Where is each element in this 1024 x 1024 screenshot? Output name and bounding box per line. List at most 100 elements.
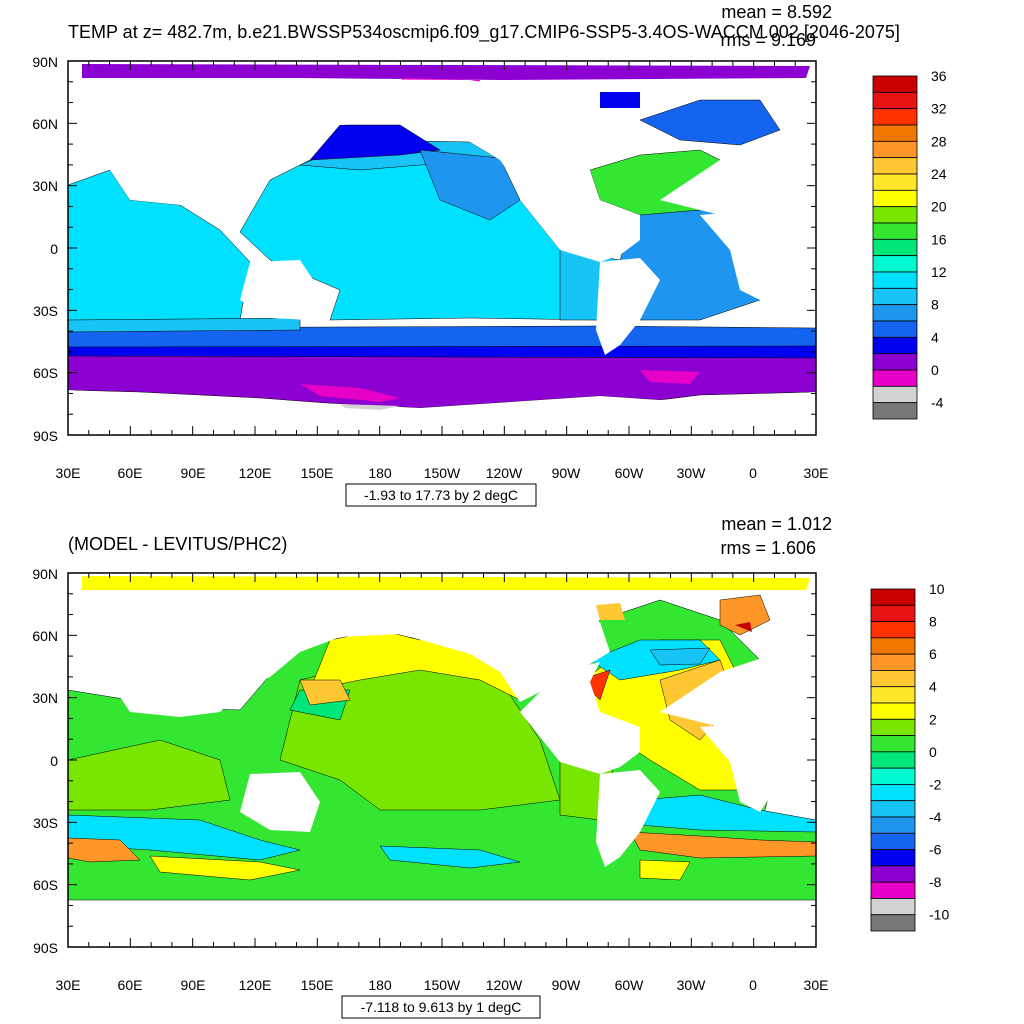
colorbar-swatch (870, 784, 916, 802)
colorbar-swatch (872, 369, 918, 387)
lon-label: 90W (552, 465, 582, 481)
colorbar-label: 4 (931, 329, 939, 345)
colorbar-label: 2 (929, 711, 937, 727)
lon-label: 30W (677, 977, 707, 993)
colorbar-label: 20 (931, 199, 947, 215)
colorbar-swatch (870, 702, 916, 720)
lon-label: 60W (615, 977, 645, 993)
colorbar-swatch (870, 832, 916, 850)
colorbar-swatch (870, 735, 916, 753)
lat-label: 0 (50, 241, 58, 257)
lat-label: 60N (32, 116, 58, 132)
lat-label: 30S (33, 303, 58, 319)
lat-label: 90N (32, 566, 58, 582)
panel-title: (MODEL - LEVITUS/PHC2) (68, 534, 287, 554)
rms-label: rms = 9.169 (720, 30, 816, 50)
colorbar-swatch (870, 881, 916, 899)
axis-ticks (67, 572, 817, 948)
mean-label: mean = 1.012 (721, 514, 832, 534)
colorbar-swatch (870, 914, 916, 932)
lon-label: 30W (677, 465, 707, 481)
lat-label: 30N (32, 690, 58, 706)
lon-label: 90E (181, 977, 206, 993)
colorbar-swatch (872, 271, 918, 289)
colorbar-swatch (872, 75, 918, 93)
lon-label: 30E (804, 465, 829, 481)
lon-label: 150W (424, 977, 461, 993)
longitude-labels: 30E 60E 90E 120E 150E 180 150W 120W 90W … (56, 465, 829, 481)
lon-label: 120E (239, 977, 272, 993)
lon-label: 120W (486, 977, 523, 993)
lon-label: 0 (749, 977, 757, 993)
colorbar-swatch (870, 816, 916, 834)
colorbar-swatch (872, 173, 918, 191)
colorbar-swatch (872, 336, 918, 355)
lat-label: 0 (50, 753, 58, 769)
colorbar-label: 10 (929, 581, 945, 597)
colorbar-label: -6 (929, 842, 942, 858)
colorbar-swatch (870, 767, 916, 785)
colorbar-label: -10 (929, 907, 949, 923)
colorbar-swatch (870, 865, 916, 883)
lon-label: 90E (181, 465, 206, 481)
temperature-map (68, 61, 816, 435)
latitude-labels: 90N 60N 30N 0 30S 60S 90S (32, 54, 58, 444)
colorbar-swatch (872, 189, 918, 208)
range-label: -7.118 to 9.613 by 1 degC (361, 999, 522, 1015)
panel-title: TEMP at z= 482.7m, b.e21.BWSSP534oscmip6… (68, 22, 900, 43)
colorbar-label: 32 (931, 101, 947, 117)
lon-label: 150E (301, 465, 334, 481)
range-box (341, 995, 541, 1019)
lon-label: 120E (239, 465, 272, 481)
colorbar-swatch (870, 849, 916, 867)
colorbar-label: 12 (931, 264, 947, 280)
colorbar-swatch (870, 637, 916, 655)
colorbar-swatch (872, 238, 918, 257)
colorbar-swatch (872, 206, 918, 224)
colorbar-swatch (870, 653, 916, 671)
colorbar-swatch (870, 621, 916, 639)
lon-label: 30E (56, 977, 81, 993)
lon-label: 90W (552, 977, 582, 993)
latitude-labels: 90N 60N 30N 0 30S 60S 90S (32, 566, 58, 956)
lon-label: 30E (804, 977, 829, 993)
colorbar-swatch (870, 588, 916, 606)
colorbar-swatch (872, 353, 918, 371)
colorbar-swatch (872, 140, 918, 159)
colorbar-swatch (872, 385, 918, 404)
lon-label: 60E (118, 977, 143, 993)
colorbar-swatch (872, 287, 918, 306)
lat-label: 30N (32, 178, 58, 194)
colorbar-label: -4 (931, 395, 944, 411)
colorbar-label: 36 (931, 68, 947, 84)
colorbar-label: -4 (929, 809, 942, 825)
lon-label: 60E (118, 465, 143, 481)
rms-label: rms = 1.606 (720, 538, 816, 558)
colorbar-label: 8 (929, 614, 937, 630)
lon-label: 150E (301, 977, 334, 993)
lon-label: 60W (615, 465, 645, 481)
lon-label: 180 (368, 977, 392, 993)
colorbar-swatch (870, 604, 916, 622)
colorbar-label: 4 (929, 679, 937, 695)
colorbar-swatch (872, 222, 918, 240)
colorbar-swatch (870, 718, 916, 736)
colorbar-swatch (872, 255, 918, 273)
colorbar: 36 32 28 24 20 16 12 8 4 0 -4 (872, 68, 947, 420)
panel-temperature: TEMP at z= 482.7m, b.e21.BWSSP534oscmip6… (32, 2, 947, 507)
axis-ticks (67, 60, 817, 436)
colorbar-swatch (870, 898, 916, 916)
colorbar-label: 28 (931, 133, 947, 149)
colorbar-label: 16 (931, 231, 947, 247)
mean-label: mean = 8.592 (721, 2, 832, 22)
lon-label: 180 (368, 465, 392, 481)
lon-label: 120W (486, 465, 523, 481)
colorbar-label: -8 (929, 874, 942, 890)
panel-difference: (MODEL - LEVITUS/PHC2) mean = 1.012 rms … (32, 514, 949, 1019)
lat-label: 90S (33, 940, 58, 956)
colorbar-swatch (872, 91, 918, 110)
colorbar-label: 0 (929, 744, 937, 760)
colorbar-label: -2 (929, 776, 942, 792)
colorbar-swatch (872, 402, 918, 420)
longitude-labels: 30E 60E 90E 120E 150E 180 150W 120W 90W … (56, 977, 829, 993)
